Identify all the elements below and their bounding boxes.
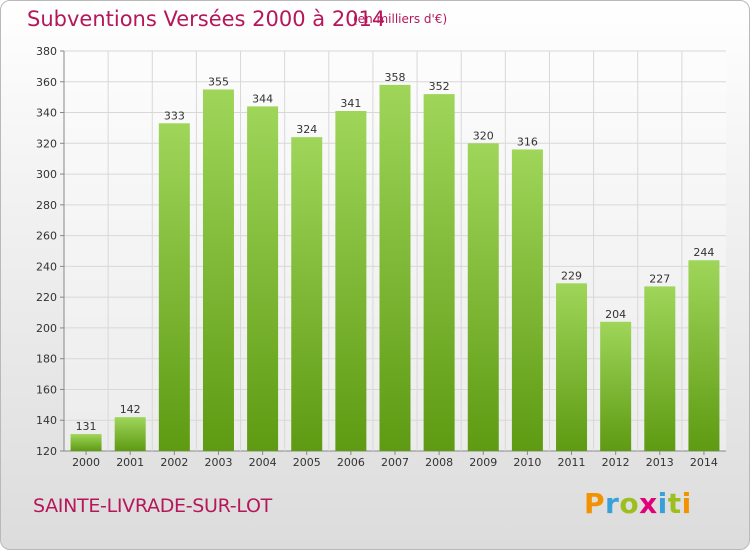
value-label: 341 — [340, 97, 361, 110]
x-tick-label: 2014 — [690, 456, 718, 469]
logo-letter: r — [605, 487, 620, 520]
value-label: 358 — [385, 71, 406, 84]
bar — [202, 89, 234, 451]
value-label: 344 — [252, 92, 273, 105]
logo-letter: x — [639, 487, 658, 520]
chart-title: Subventions Versées 2000 à 2014 — [27, 7, 386, 31]
value-label: 131 — [76, 420, 97, 433]
bar — [467, 143, 499, 452]
x-tick-label: 2011 — [558, 456, 586, 469]
bar — [158, 123, 190, 452]
y-tick-label: 300 — [36, 168, 57, 181]
proxiti-logo: Proxiti — [584, 487, 692, 520]
bar — [556, 283, 588, 451]
y-tick-label: 280 — [36, 199, 57, 212]
x-tick-label: 2001 — [116, 456, 144, 469]
bar — [70, 434, 102, 451]
bar — [247, 106, 279, 451]
value-label: 229 — [561, 269, 582, 282]
town-name: SAINTE-LIVRADE-SUR-LOT — [33, 495, 272, 517]
bar — [511, 149, 543, 451]
x-tick-label: 2012 — [602, 456, 630, 469]
x-tick-label: 2007 — [381, 456, 409, 469]
x-tick-label: 2009 — [469, 456, 497, 469]
x-tick-label: 2010 — [513, 456, 541, 469]
logo-letter: t — [667, 487, 682, 520]
bar — [423, 94, 455, 452]
x-tick-label: 2006 — [337, 456, 365, 469]
y-tick-label: 200 — [36, 322, 57, 335]
y-tick-label: 120 — [36, 445, 57, 458]
x-tick-label: 2002 — [160, 456, 188, 469]
y-tick-label: 340 — [36, 107, 57, 120]
y-tick-label: 140 — [36, 414, 57, 427]
value-label: 204 — [605, 308, 626, 321]
logo-letter: o — [619, 487, 640, 520]
value-label: 320 — [473, 129, 494, 142]
y-tick-label: 320 — [36, 137, 57, 150]
x-tick-label: 2008 — [425, 456, 453, 469]
y-tick-label: 220 — [36, 291, 57, 304]
bar — [114, 417, 146, 451]
x-tick-label: 2005 — [293, 456, 321, 469]
bar — [291, 137, 323, 451]
y-tick-label: 260 — [36, 230, 57, 243]
x-tick-label: 2013 — [646, 456, 674, 469]
value-label: 352 — [429, 80, 450, 93]
value-label: 355 — [208, 75, 229, 88]
value-label: 316 — [517, 135, 538, 148]
y-tick-label: 240 — [36, 260, 57, 273]
bar — [600, 321, 632, 451]
y-tick-label: 360 — [36, 76, 57, 89]
x-tick-label: 2004 — [249, 456, 277, 469]
logo-letter: i — [657, 487, 668, 520]
value-label: 324 — [296, 123, 317, 136]
value-label: 142 — [120, 403, 141, 416]
value-label: 244 — [693, 246, 714, 259]
bar — [335, 111, 367, 451]
value-label: 227 — [649, 272, 670, 285]
bar — [644, 286, 676, 451]
value-label: 333 — [164, 109, 185, 122]
logo-letter: P — [584, 487, 606, 520]
x-tick-label: 2000 — [72, 456, 100, 469]
bar — [379, 84, 411, 451]
x-tick-label: 2003 — [204, 456, 232, 469]
y-tick-label: 180 — [36, 353, 57, 366]
y-tick-label: 160 — [36, 383, 57, 396]
y-tick-label: 380 — [36, 45, 57, 58]
bar — [688, 260, 720, 451]
unit-note: (en milliers d'€) — [353, 12, 448, 26]
logo-letter: i — [681, 487, 692, 520]
